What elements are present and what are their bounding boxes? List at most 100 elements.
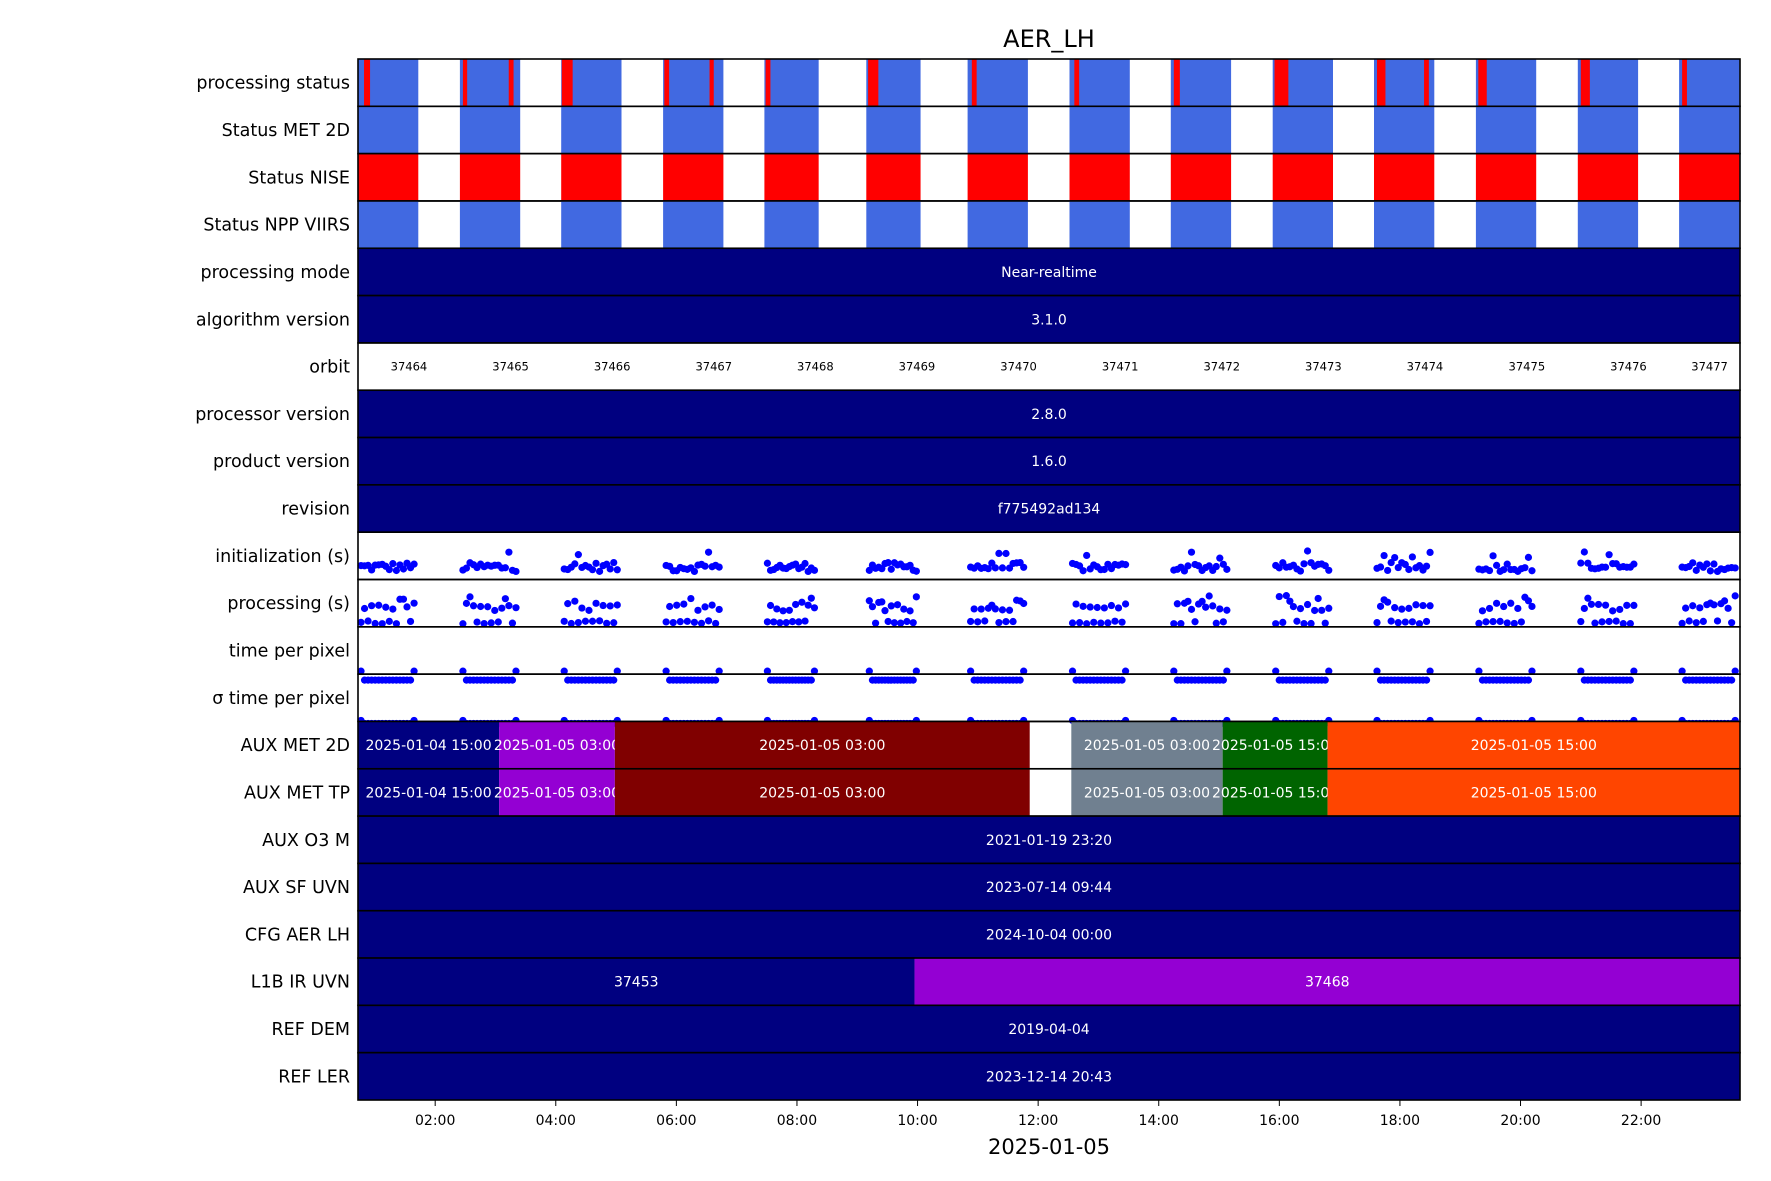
data-point [389,605,397,613]
data-point [1184,597,1192,605]
data-point [392,620,400,628]
chart-title: AER_LH [1003,25,1095,53]
data-point [1075,619,1084,627]
data-point [1696,604,1704,612]
x-tick-label: 08:00 [777,1113,817,1129]
data-point [1507,599,1515,607]
status-bar [1272,106,1333,154]
chart-row: processing mode Near-realtime [200,247,1741,297]
failure-mark [1580,59,1590,107]
status-bar [1069,106,1130,154]
data-point [512,604,520,612]
data-point [1090,618,1098,626]
value-segment [358,768,500,817]
chart-rows: processing status Status MET 2D Status NIS… [195,58,1741,1101]
data-point [512,667,520,675]
failure-mark [709,59,714,107]
orbit-number: 37477 [1691,360,1728,374]
data-point [610,619,618,627]
chart-row: CFG AER LH 2024-10-04 00:00 [245,909,1741,959]
data-point [1422,562,1431,570]
data-point [865,566,873,574]
data-point [1325,566,1333,574]
segment-label: 1.6.0 [1031,454,1067,470]
data-point [878,565,886,573]
data-point [1121,561,1130,569]
data-point [1303,600,1312,609]
data-point [1478,607,1487,615]
status-bar [358,153,419,201]
data-point [788,618,797,626]
data-point [683,617,691,625]
segment-label: Near-realtime [1001,265,1097,281]
segment-label: 2019-04-04 [1008,1022,1089,1038]
data-point [1489,617,1497,626]
data-point [715,605,723,614]
data-point [1703,560,1711,568]
data-point [715,667,723,675]
data-point [368,602,376,610]
data-point [763,559,772,567]
row-label: REF LER [278,1067,350,1087]
data-point [1524,597,1533,605]
failure-mark [868,59,879,107]
data-point [1002,549,1010,558]
data-point [599,601,607,610]
status-bar [1373,200,1435,249]
data-point [588,617,597,625]
chart-row: processing (s) [227,578,1741,628]
data-point [484,603,492,611]
data-point [1384,566,1392,575]
data-point [1219,560,1227,568]
data-point [1510,619,1518,628]
data-point [360,604,369,613]
data-point [364,617,372,625]
data-point [459,620,467,628]
status-bar [1475,106,1537,154]
data-point [1068,667,1077,675]
data-point [1212,619,1220,627]
data-point [1376,602,1385,610]
chart-row: AUX SF UVN 2023-07-14 09:44 [243,862,1741,912]
status-bar [1679,200,1740,249]
data-point [399,565,408,573]
data-point [865,667,873,675]
data-point [588,566,597,574]
data-point [662,618,670,626]
value-segment [1071,721,1223,769]
data-point [712,676,720,684]
data-point [512,567,520,576]
failure-mark [765,59,771,107]
segment-label: 3.1.0 [1031,312,1067,328]
data-point [410,667,418,675]
value-segment [358,484,1740,533]
data-point [995,618,1003,627]
row-label: processing status [196,74,350,94]
data-point [389,560,397,568]
data-point [1584,559,1592,567]
row-label: CFG AER LH [245,925,350,945]
data-point [606,565,614,573]
data-point [810,667,819,675]
data-point [1426,667,1434,675]
segment-label: 2025-01-04 15:00 [365,738,491,754]
data-point [581,617,590,625]
data-point [887,602,895,610]
status-bar [1577,153,1639,201]
data-point [567,619,575,628]
data-point [884,559,892,567]
data-point [1296,605,1305,613]
segment-label: 2025-01-04 15:00 [365,785,491,801]
data-point [912,567,920,575]
status-bar [1069,200,1130,249]
chart-row: algorithm version 3.1.0 [196,294,1741,344]
data-point [680,600,688,608]
orbit-number: 37474 [1407,360,1444,374]
data-point [897,619,905,627]
status-bar [764,59,819,107]
data-point [610,676,618,684]
data-point [385,566,393,574]
data-point [690,567,699,576]
segment-label: 37453 [614,975,659,991]
